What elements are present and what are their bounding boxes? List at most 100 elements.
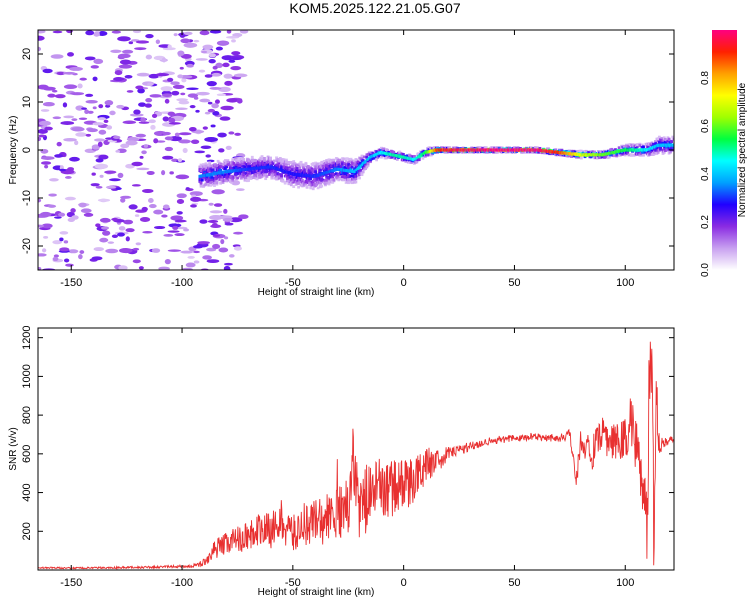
spectrogram-noise-cell bbox=[171, 90, 180, 96]
bottom-frame bbox=[37, 327, 675, 571]
spectrogram-ridge-cell bbox=[321, 174, 325, 177]
spectrogram-ridge-cell bbox=[299, 163, 303, 167]
spectrogram-noise-cell bbox=[180, 92, 186, 96]
spectrogram-ridge-cell bbox=[236, 161, 240, 164]
spectrogram-noise-cell bbox=[234, 132, 241, 136]
colorbar-label: Normalized spectral amplitude bbox=[737, 82, 748, 217]
spectrogram-noise-cell bbox=[187, 93, 199, 98]
spectrogram-ridge-cell bbox=[332, 158, 336, 162]
spectrogram-noise-cell bbox=[162, 131, 171, 136]
spectrogram-ridge-cell bbox=[443, 150, 447, 154]
spectrogram-noise-cell bbox=[150, 124, 156, 130]
spectrogram-noise-cell bbox=[215, 46, 223, 51]
spectrogram-ridge-cell bbox=[570, 155, 574, 158]
spectrogram-ridge-cell bbox=[412, 154, 416, 158]
spectrogram-noise-cell bbox=[75, 132, 87, 137]
spectrogram-noise-cell bbox=[92, 106, 97, 110]
spectrogram-noise-cell bbox=[168, 117, 176, 123]
spectrogram-noise-cell bbox=[146, 170, 155, 176]
spectrogram-ridge-cell bbox=[338, 177, 342, 181]
spectrogram-noise-cell bbox=[168, 122, 181, 125]
bottom-ytick-label: 800 bbox=[21, 406, 33, 424]
spectrogram-noise-cell bbox=[207, 108, 215, 113]
spectrogram-ridge-cell bbox=[342, 157, 346, 161]
spectrogram-noise-cell bbox=[212, 65, 218, 70]
spectrogram-ridge-cell bbox=[339, 165, 343, 169]
spectrogram-ridge-cell bbox=[226, 160, 230, 164]
spectrogram-ridge-cell bbox=[531, 150, 535, 154]
spectrogram-noise-cell bbox=[182, 147, 188, 154]
spectrogram-noise-cell bbox=[111, 30, 121, 34]
spectrogram-ridge-cell bbox=[672, 145, 674, 149]
spectrogram-ridge-cell bbox=[311, 170, 315, 174]
spectrogram-ridge-cell bbox=[214, 163, 218, 167]
bottom-ytick-label: 400 bbox=[21, 483, 33, 501]
spectrogram-ridge-cell bbox=[354, 180, 358, 184]
spectrogram-ridge-cell bbox=[512, 146, 516, 150]
spectrogram-ridge-cell bbox=[538, 146, 542, 150]
spectrogram-ridge-cell bbox=[221, 162, 225, 166]
spectrogram-ridge-cell bbox=[224, 167, 227, 170]
spectrogram-noise-cell bbox=[132, 247, 140, 251]
spectrogram-noise-cell bbox=[208, 202, 214, 206]
spectrogram-ridge-cell bbox=[281, 179, 285, 183]
spectrogram-ridge-cell bbox=[205, 177, 209, 181]
top-xtick-label: 100 bbox=[616, 277, 634, 289]
spectrogram-noise-cell bbox=[128, 204, 138, 210]
spectrogram-ridge-cell bbox=[359, 162, 363, 165]
spectrogram-noise-cell bbox=[178, 139, 191, 144]
spectrogram-noise-cell bbox=[170, 215, 184, 221]
spectrogram-ridge-cell bbox=[269, 161, 272, 165]
spectrogram-ridge-cell bbox=[331, 176, 335, 180]
spectrogram-ridge-cell bbox=[216, 159, 220, 163]
spectrogram-ridge-cell bbox=[250, 158, 254, 162]
spectrogram-ridge-cell bbox=[433, 150, 437, 154]
spectrogram-noise-cell bbox=[70, 208, 76, 213]
spectrogram-noise-cell bbox=[77, 83, 83, 89]
spectrogram-noise-cell bbox=[54, 154, 63, 158]
spectrogram-noise-cell bbox=[170, 81, 180, 85]
spectrogram-noise-cell bbox=[117, 172, 124, 178]
spectrogram-ridge-cell bbox=[291, 168, 294, 172]
spectrogram-noise-cell bbox=[79, 250, 85, 254]
spectrogram-ridge-cell bbox=[292, 185, 296, 188]
spectrogram-noise-cell bbox=[118, 64, 133, 69]
spectrogram-ridge-cell bbox=[269, 159, 272, 163]
spectrogram-noise-cell bbox=[52, 256, 59, 262]
spectrogram-ridge-cell bbox=[670, 147, 673, 151]
spectrogram-ridge-cell bbox=[404, 159, 408, 163]
spectrogram-noise-cell bbox=[99, 237, 109, 243]
spectrogram-noise-cell bbox=[225, 145, 232, 151]
bottom-ytick-label: 1200 bbox=[21, 325, 33, 349]
spectrogram-noise-cell bbox=[70, 92, 85, 96]
spectrogram-noise-cell bbox=[161, 214, 168, 218]
spectrogram-noise-cell bbox=[98, 129, 107, 135]
spectrogram-ridge-cell bbox=[221, 181, 225, 185]
spectrogram-noise-cell bbox=[137, 88, 145, 94]
colorbar-bar bbox=[712, 30, 737, 270]
spectrogram-ridge-cell bbox=[244, 176, 248, 179]
spectrogram-noise-cell bbox=[99, 217, 111, 223]
spectrogram-ridge-cell bbox=[664, 149, 667, 152]
spectrogram-ridge-cell bbox=[380, 146, 383, 150]
spectrogram-noise-cell bbox=[97, 141, 103, 148]
spectrogram-noise-cell bbox=[174, 219, 187, 223]
spectrogram-ridge-cell bbox=[285, 163, 288, 166]
spectrogram-ridge-cell bbox=[199, 184, 203, 188]
spectrogram-noise-cell bbox=[59, 247, 70, 252]
spectrogram-ridge-cell bbox=[661, 141, 665, 145]
spectrogram-ridge-cell bbox=[202, 163, 205, 166]
colorbar-tick-label: 0.8 bbox=[700, 71, 711, 85]
spectrogram-ridge-cell bbox=[316, 186, 320, 190]
spectrogram-ridge-cell bbox=[295, 163, 299, 167]
spectrogram-noise-cell bbox=[147, 82, 154, 87]
spectrogram-ridge-cell bbox=[259, 158, 263, 162]
spectrogram-noise-cell bbox=[105, 137, 114, 140]
spectrogram-ridge-cell bbox=[629, 154, 633, 157]
spectrogram-noise-cell bbox=[102, 230, 111, 236]
spectrogram-noise-cell bbox=[183, 42, 198, 48]
spectrogram-ridge-cell bbox=[265, 169, 269, 173]
spectrogram-noise-cell bbox=[43, 236, 49, 239]
top-ytick-label: 20 bbox=[21, 48, 33, 60]
